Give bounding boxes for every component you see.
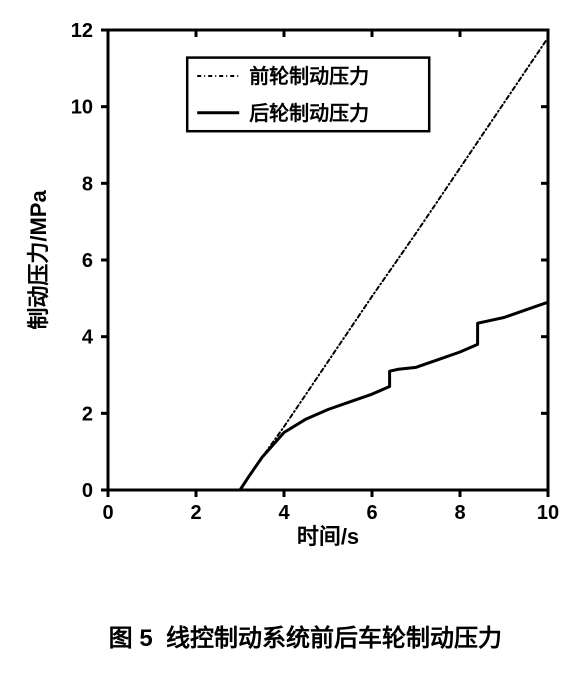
- x-axis-label: 时间/s: [297, 524, 359, 549]
- x-tick-label: 8: [454, 502, 465, 524]
- y-tick-label: 4: [82, 327, 94, 349]
- legend-label-1: 后轮制动压力: [249, 101, 369, 125]
- y-axis-label: 制动压力/MPa: [26, 190, 51, 330]
- y-tick-label: 0: [82, 480, 93, 502]
- figure-caption-prefix: 图 5: [109, 625, 153, 652]
- legend-label-0: 前轮制动压力: [249, 64, 369, 88]
- pressure-line-chart: 0 2 4 6 8 10 0 2 4 6 8 10 12 时间/s 制动压力/MPa 前轮制动压力后轮制动压力: [0, 0, 584, 640]
- y-tick-label: 6: [82, 250, 93, 272]
- x-tick-label: 6: [366, 502, 377, 524]
- y-tick-label: 2: [82, 403, 93, 425]
- figure-caption: 图 5 线控制动系统前后车轮制动压力: [0, 590, 584, 681]
- x-tick-label: 0: [102, 502, 113, 524]
- figure-container: 0 2 4 6 8 10 0 2 4 6 8 10 12 时间/s 制动压力/MPa 前轮制动压力后轮制动压力…: [0, 0, 584, 640]
- figure-caption-text: 线控制动系统前后车轮制动压力: [166, 625, 502, 652]
- y-tick-label: 8: [82, 173, 93, 195]
- y-tick-label: 10: [71, 97, 93, 119]
- y-tick-label: 12: [71, 20, 93, 42]
- x-tick-label: 10: [537, 502, 559, 524]
- x-tick-label: 2: [190, 502, 201, 524]
- x-tick-label: 4: [278, 502, 290, 524]
